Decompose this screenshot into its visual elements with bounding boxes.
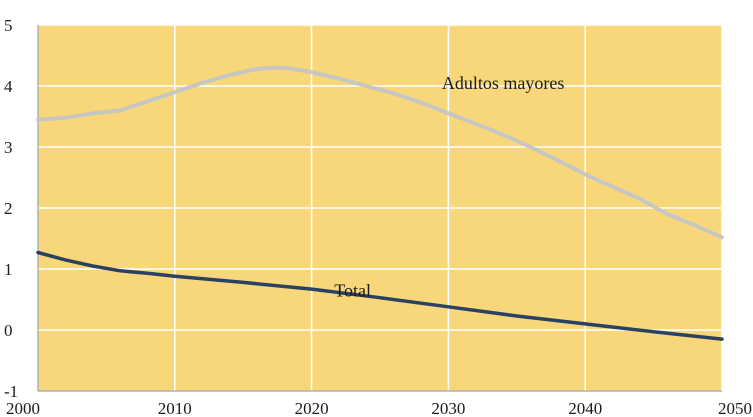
x-tick-label-2: 2020 xyxy=(295,399,329,417)
x-tick-label-1: 2010 xyxy=(158,399,192,417)
y-tick-label-1: 0 xyxy=(4,321,13,340)
y-tick-label-6: 5 xyxy=(4,16,13,35)
tick-labels: -1 0 1 2 3 4 5 2000 2010 2020 2030 2040 2050 xyxy=(4,16,752,417)
annotation-label-1: Total xyxy=(334,280,371,300)
annotation-label-0: Adultos mayores xyxy=(442,73,564,93)
annotations: Adultos mayores Total xyxy=(334,73,564,300)
x-tick-label-0: 2000 xyxy=(6,399,40,417)
y-tick-label-0: -1 xyxy=(4,382,18,401)
series-line-1 xyxy=(36,250,724,341)
y-tick-label-4: 3 xyxy=(4,138,13,157)
x-tick-label-5: 2050 xyxy=(718,399,752,417)
series-line-0 xyxy=(36,65,724,240)
axes xyxy=(37,25,722,392)
y-tick-label-3: 2 xyxy=(4,199,13,218)
x-tick-label-3: 2030 xyxy=(431,399,465,417)
x-tick-label-4: 2040 xyxy=(568,399,602,417)
y-tick-label-5: 4 xyxy=(4,77,13,96)
series-lines xyxy=(36,65,724,341)
y-tick-label-2: 1 xyxy=(4,260,13,279)
